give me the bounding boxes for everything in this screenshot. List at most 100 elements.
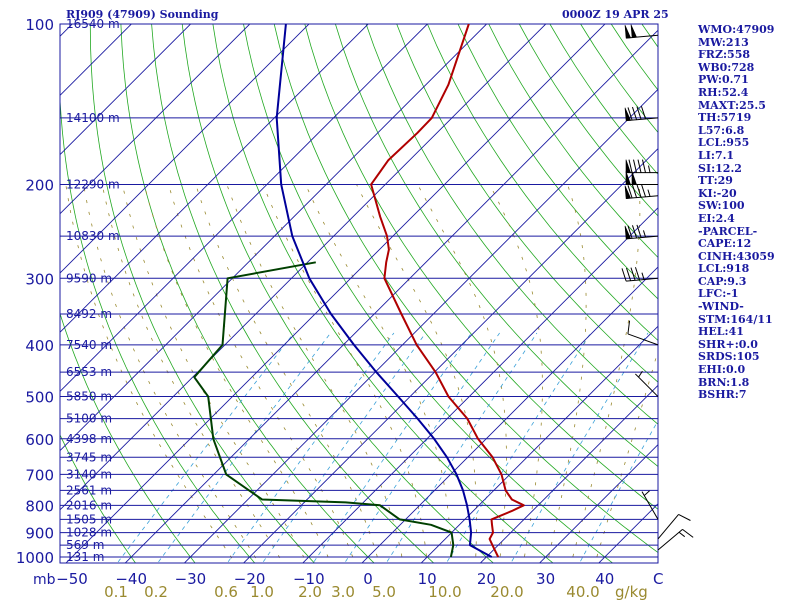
- height-label: 1505 m: [66, 512, 112, 526]
- mixing-ratio-label: 3.0: [331, 583, 355, 600]
- pressure-tick-label: 500: [25, 389, 54, 407]
- stat-line: WMO:47909: [698, 23, 775, 36]
- stat-line: LFC:-1: [698, 287, 739, 301]
- dry-adiabat: [60, 24, 256, 563]
- pressure-tick-label: 300: [25, 270, 54, 288]
- dry-adiabat: [273, 24, 658, 554]
- temperature-tick-label: 10: [418, 570, 437, 588]
- isotherm: [60, 24, 429, 393]
- isotherm: [60, 24, 310, 274]
- stat-line: EI:2.4: [698, 211, 735, 225]
- pressure-tick-label: 100: [25, 16, 54, 34]
- dry-adiabat: [335, 24, 658, 468]
- dry-adiabat: [396, 24, 658, 383]
- mixing-ratio-label: 5.0: [372, 583, 396, 600]
- dry-adiabat: [488, 24, 658, 259]
- height-label: 16540 m: [66, 17, 120, 31]
- height-label: 5850 m: [66, 390, 112, 404]
- height-label: 2016 m: [66, 498, 112, 512]
- dry-adiabat: [365, 24, 658, 425]
- isotherm: [361, 266, 658, 563]
- dry-adiabat: [457, 24, 658, 300]
- height-label: 7540 m: [66, 338, 112, 352]
- isotherm: [60, 24, 369, 333]
- pressure-tick-label: 400: [25, 337, 54, 355]
- stat-line: KI:-20: [698, 186, 737, 200]
- stat-line: FRZ:558: [698, 48, 751, 62]
- mixing-ratio-line: [157, 332, 331, 563]
- height-label: 6553 m: [66, 365, 112, 379]
- stat-line: EHI:0.0: [698, 363, 746, 377]
- mixing-ratio-label: 2.0: [298, 583, 322, 600]
- mixing-ratio-line: [445, 332, 591, 563]
- moist-adiabat: [101, 184, 284, 563]
- stat-line: WB0:728: [698, 60, 755, 74]
- height-label: 14100 m: [66, 111, 120, 125]
- isotherm: [60, 24, 192, 156]
- wind-barb: [621, 267, 659, 282]
- temperature-tick-label: 40: [595, 570, 614, 588]
- stat-line: HEL:41: [698, 325, 744, 339]
- height-label: 2561 m: [66, 483, 112, 497]
- pressure-unit-label: mb: [33, 572, 56, 588]
- mixing-ratio-line: [344, 332, 500, 563]
- stat-line: -WIND-: [698, 300, 744, 314]
- pressure-tick-label: 200: [25, 176, 54, 194]
- height-label: 10830 m: [66, 229, 120, 243]
- mixing-ratio-label: 20.0: [490, 583, 523, 600]
- height-label: 131 m: [66, 550, 104, 564]
- wind-barb: [625, 159, 658, 174]
- dry-adiabat: [427, 24, 658, 342]
- stat-line: CINH:43059: [698, 249, 775, 263]
- temperature-tick-label: −40: [115, 570, 147, 588]
- height-label: 569 m: [66, 538, 104, 552]
- temperature-tick-label: −10: [293, 570, 325, 588]
- mixing-ratio-line: [510, 332, 649, 563]
- pressure-tick-label: 900: [25, 525, 54, 543]
- dry-adiabat: [60, 433, 137, 563]
- isotherm: [302, 207, 658, 563]
- isotherm: [65, 24, 606, 563]
- moist-adiabat: [356, 184, 478, 563]
- isotherm: [183, 88, 658, 563]
- series-dewpoint-line: [193, 261, 455, 558]
- wind-barb: [657, 513, 691, 540]
- isotherm: [420, 325, 658, 563]
- moist-adiabat: [305, 184, 452, 563]
- isotherm: [242, 147, 658, 563]
- stat-line: RH:52.4: [698, 85, 749, 99]
- isotherm: [60, 24, 488, 452]
- stat-line: MW:213: [698, 35, 749, 49]
- height-label: 9590 m: [66, 271, 112, 285]
- isotherm: [60, 24, 251, 215]
- stat-line: SW:100: [698, 199, 745, 213]
- dry-adiabat: [304, 24, 658, 510]
- isotherm: [124, 29, 658, 563]
- moist-adiabat: [226, 184, 404, 563]
- wind-barb: [624, 24, 659, 39]
- isotherm: [479, 384, 658, 563]
- wind-barb: [624, 183, 659, 200]
- mixing-ratio-line: [116, 332, 295, 563]
- mixing-ratio-label: 40.0: [566, 583, 599, 600]
- temperature-unit-label: C: [653, 570, 663, 588]
- chart-time: 0000Z 19 APR 25: [562, 8, 669, 21]
- moist-adiabat: [143, 184, 332, 563]
- wind-barb: [641, 490, 659, 520]
- mixing-ratio-line: [385, 332, 538, 563]
- temperature-tick-label: 30: [536, 570, 555, 588]
- temperature-tick-label: 20: [477, 570, 496, 588]
- stat-line: BSHR:7: [698, 388, 747, 402]
- stat-line: MAXT:25.5: [698, 98, 766, 112]
- dry-adiabat: [181, 24, 494, 563]
- moist-adiabat: [417, 184, 507, 563]
- height-label: 1028 m: [66, 526, 112, 540]
- stats-panel: WMO:47909 MW:213 FRZ:558 WB0:728 PW:0.71 RH:5…: [698, 23, 775, 402]
- stat-line: CAPE:12: [698, 237, 752, 251]
- stat-line: LCL:918: [698, 262, 750, 276]
- pressure-tick-label: 600: [25, 431, 54, 449]
- mixing-ratio-label: 0.2: [144, 583, 168, 600]
- height-label: 8492 m: [66, 307, 112, 321]
- pressure-tick-label: 700: [25, 466, 54, 484]
